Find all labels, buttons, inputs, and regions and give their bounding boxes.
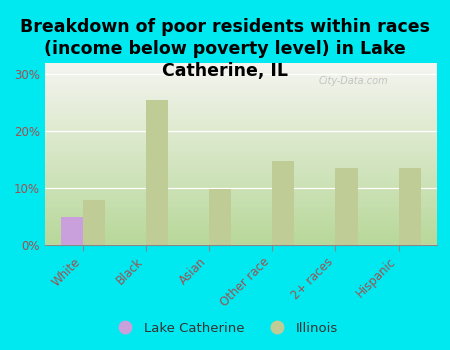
Bar: [146, 100, 168, 245]
Text: City-Data.com: City-Data.com: [319, 76, 389, 86]
Bar: [272, 161, 294, 245]
Bar: [335, 168, 358, 245]
Text: Breakdown of poor residents within races
(income below poverty level) in Lake
Ca: Breakdown of poor residents within races…: [20, 18, 430, 80]
Bar: [209, 189, 231, 245]
Bar: [83, 199, 105, 245]
Bar: [399, 168, 421, 245]
Legend: Lake Catherine, Illinois: Lake Catherine, Illinois: [107, 316, 343, 340]
Bar: [61, 217, 83, 245]
